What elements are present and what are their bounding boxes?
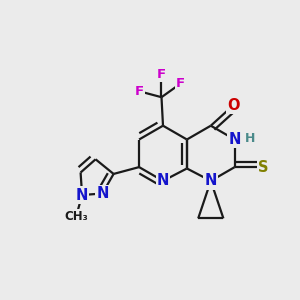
Text: N: N xyxy=(157,173,169,188)
Text: N: N xyxy=(229,132,241,147)
Text: F: F xyxy=(157,68,166,81)
Text: H: H xyxy=(245,131,256,145)
Text: N: N xyxy=(205,173,217,188)
Text: O: O xyxy=(227,98,240,113)
Text: CH₃: CH₃ xyxy=(64,210,88,223)
Text: S: S xyxy=(258,160,268,175)
Text: N: N xyxy=(76,188,88,202)
Text: F: F xyxy=(134,85,144,98)
Text: F: F xyxy=(176,77,185,90)
Text: N: N xyxy=(96,186,109,201)
